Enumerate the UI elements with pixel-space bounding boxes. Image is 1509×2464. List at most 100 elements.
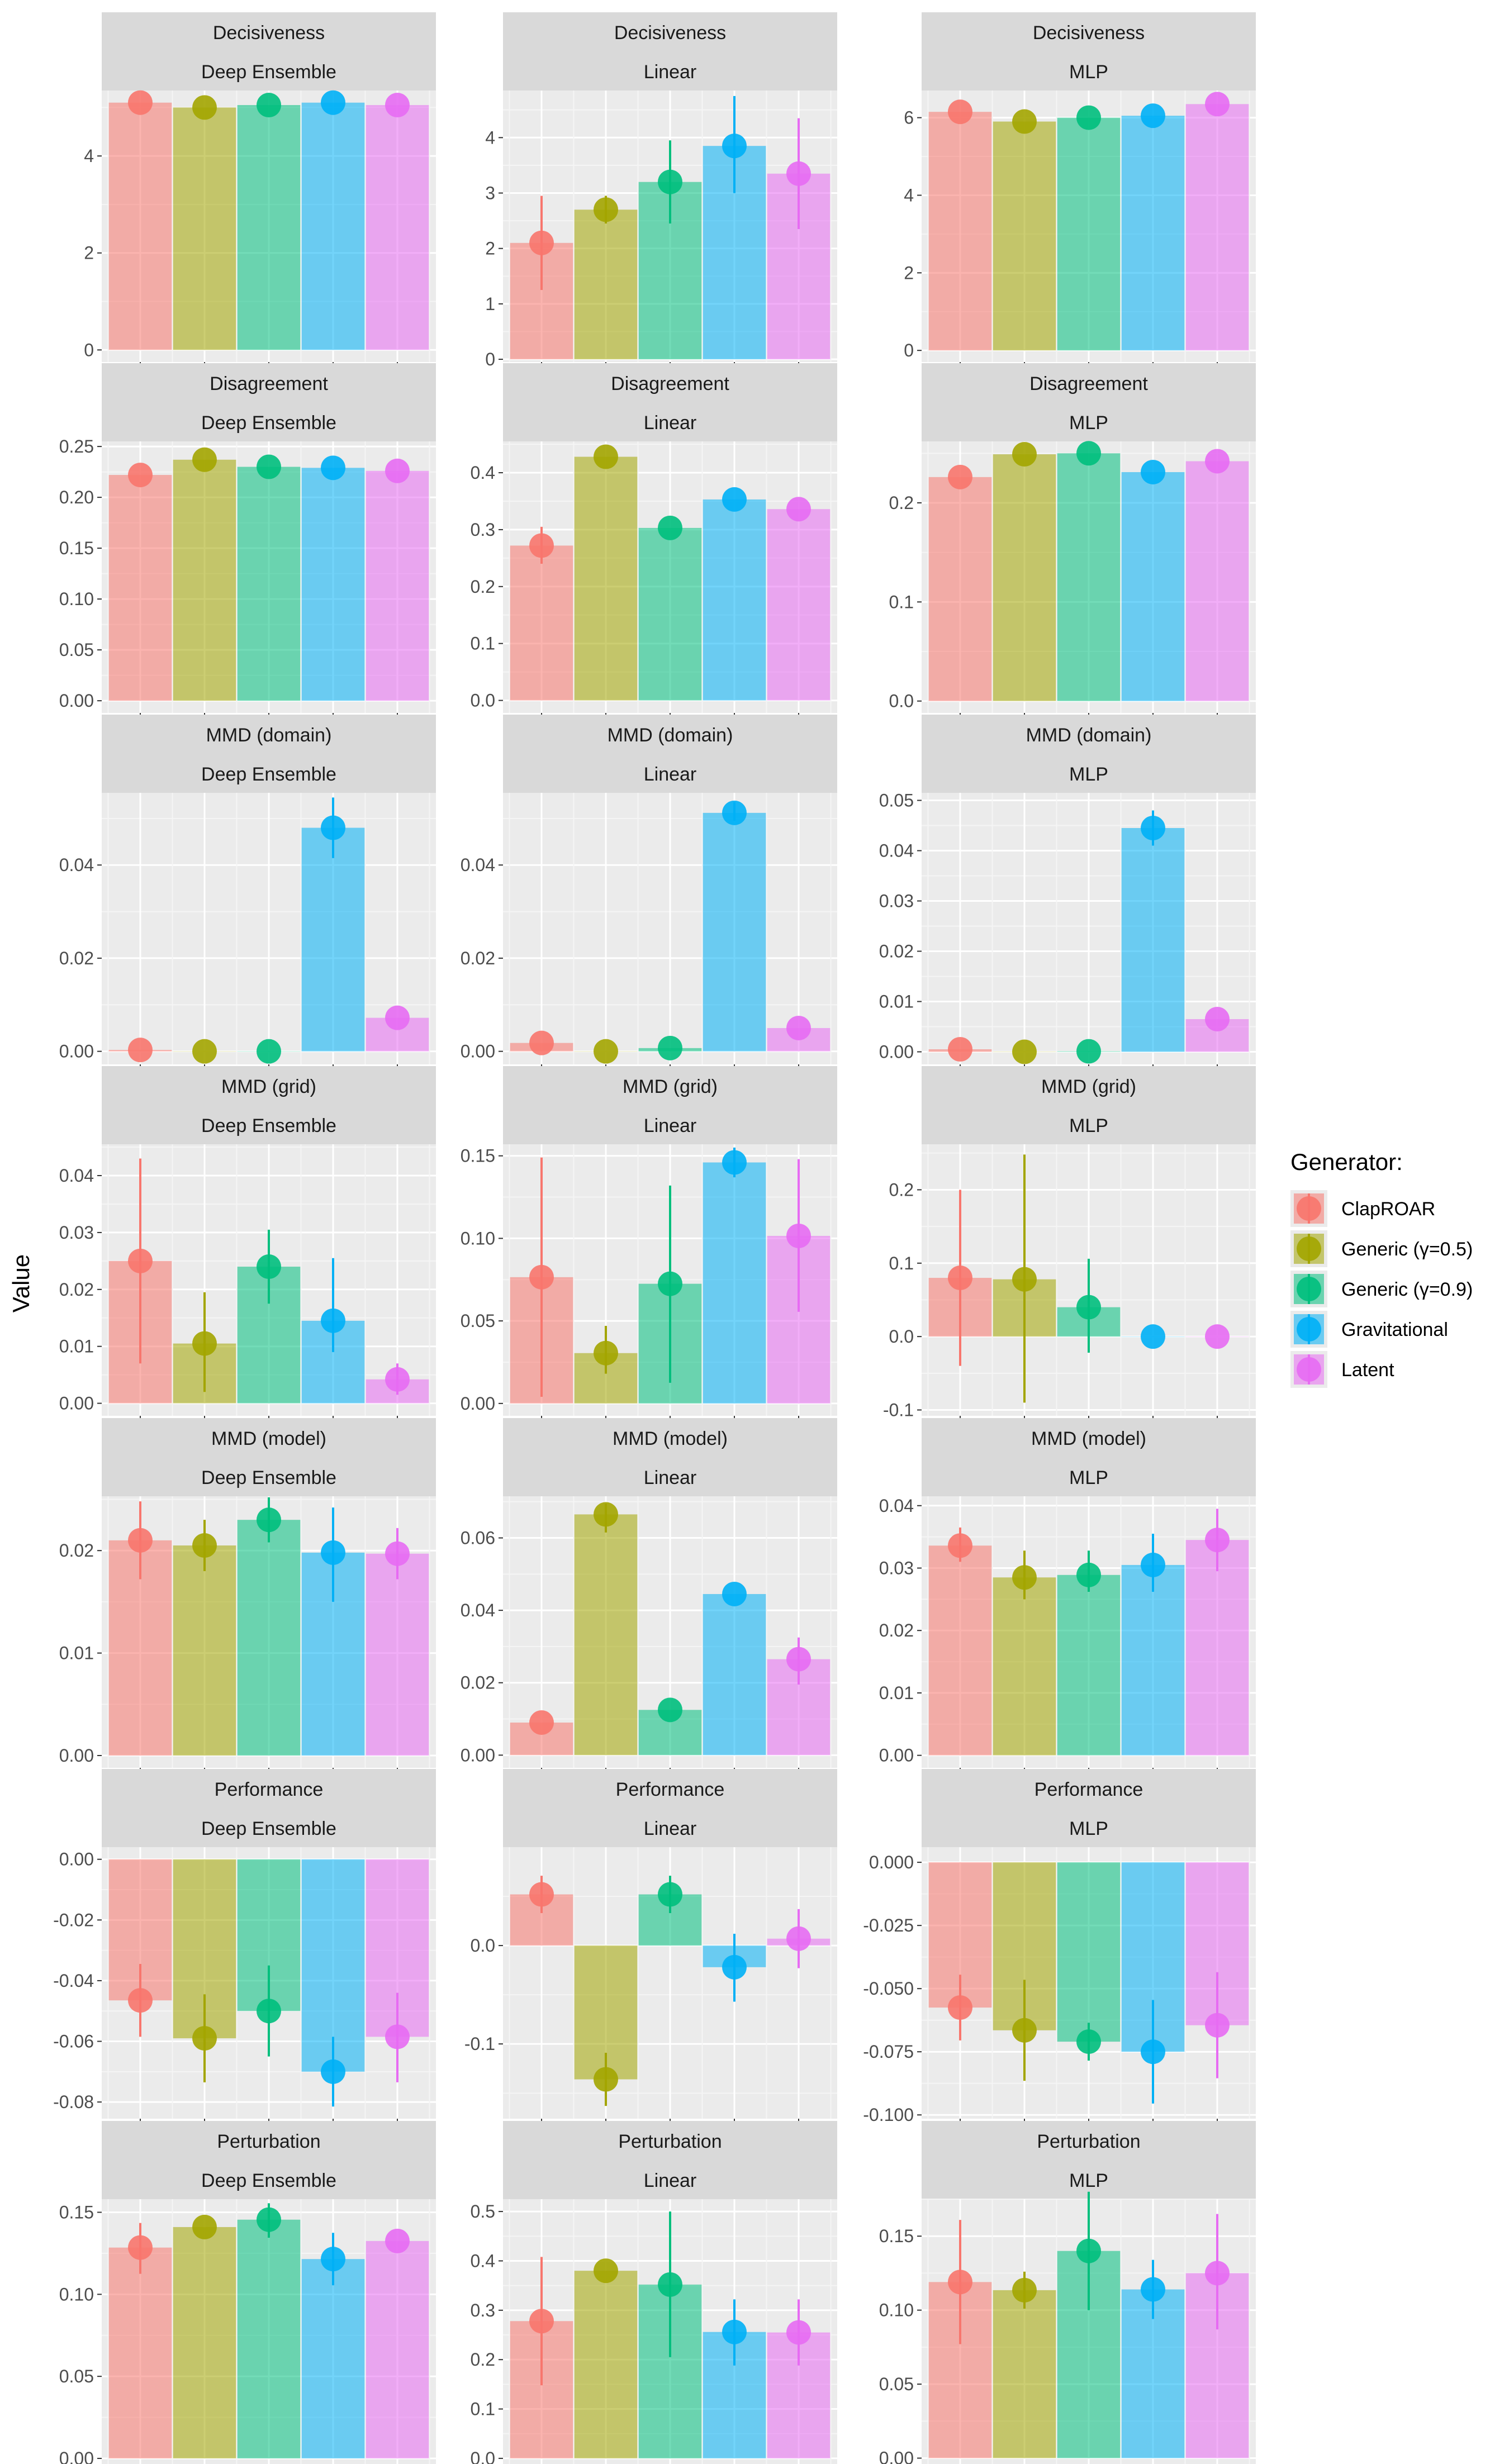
panel-mmd-model-linear: MMD (model) Linear 0.00 0.02 0.04 0.06 — [461, 1418, 837, 1772]
bar-generic-0-5 — [993, 121, 1056, 351]
point-generic-0-5 — [594, 2258, 618, 2284]
strip-mmd-domain-mlp — [922, 715, 1256, 793]
y-tick-label: 0.2 — [471, 577, 495, 597]
y-tick-label: -0.025 — [863, 1915, 914, 1935]
point-gravitational — [321, 90, 345, 115]
point-claproar — [128, 90, 153, 115]
bar-gravitational — [1121, 828, 1185, 1052]
point-gravitational — [321, 1540, 345, 1565]
strip-model-label: Deep Ensemble — [201, 764, 336, 785]
strip-metric-label: Decisiveness — [213, 22, 325, 44]
point-claproar — [948, 464, 972, 489]
strip-model-label: MLP — [1069, 764, 1108, 785]
point-latent — [1205, 2013, 1230, 2038]
panel-decisiveness-linear: Decisiveness Linear 0 1 2 3 4 — [485, 12, 837, 369]
strip-perturbation-deep-ensemble — [102, 2121, 436, 2199]
y-tick-label: 0.04 — [461, 1600, 495, 1620]
y-tick-label: 0.4 — [471, 463, 495, 483]
point-gravitational — [722, 134, 747, 159]
bar-generic-0-9 — [1057, 453, 1121, 701]
y-tick-label: 0.2 — [471, 2349, 495, 2370]
point-claproar — [128, 2235, 153, 2260]
y-tick-label: 0.00 — [59, 1393, 94, 1414]
y-tick-label: 0.05 — [879, 2374, 914, 2394]
y-tick-label: 0.00 — [461, 1745, 495, 1765]
point-claproar — [948, 1995, 972, 2020]
strip-model-label: Linear — [644, 1818, 697, 1839]
bar-generic-0-5 — [993, 2290, 1056, 2458]
y-tick-label: 2 — [84, 243, 94, 263]
panel-mmd-grid-linear: MMD (grid) Linear 0.00 0.05 0.10 0.15 — [461, 1066, 837, 1420]
strip-metric-label: Decisiveness — [1033, 22, 1145, 44]
point-generic-0-9 — [658, 1697, 682, 1723]
bar-gravitational — [301, 102, 365, 350]
y-tick-label: 0.05 — [59, 640, 94, 660]
strip-metric-label: MMD (grid) — [1041, 1076, 1136, 1097]
point-latent — [786, 1015, 811, 1040]
bar-claproar — [108, 2247, 172, 2458]
point-generic-0-5 — [1012, 1267, 1037, 1292]
strip-decisiveness-deep-ensemble — [102, 12, 436, 91]
strip-metric-label: Perturbation — [217, 2131, 320, 2152]
y-tick-label: 0.3 — [471, 520, 495, 540]
strip-disagreement-linear — [503, 363, 837, 441]
y-tick-label: 3 — [485, 183, 495, 203]
y-tick-label: 0.00 — [59, 1041, 94, 1062]
strip-model-label: MLP — [1069, 1115, 1108, 1136]
strip-decisiveness-mlp — [922, 12, 1256, 91]
bar-generic-0-5 — [574, 456, 638, 701]
point-generic-0-5 — [192, 1533, 217, 1558]
y-tick-label: 0.10 — [879, 2300, 914, 2320]
y-tick-label: 0.03 — [59, 1223, 94, 1243]
strip-performance-linear — [503, 1769, 837, 1847]
strip-model-label: MLP — [1069, 2170, 1108, 2191]
y-tick-label: 0.02 — [59, 1540, 94, 1561]
panel-perturbation-linear: Perturbation Linear 0.0 0.1 0.2 0.3 0.4 0.5 — [471, 2121, 837, 2464]
point-generic-0-5 — [192, 1039, 217, 1064]
bar-gravitational — [301, 1859, 365, 2072]
point-generic-0-5 — [192, 2214, 217, 2239]
point-generic-0-9 — [1076, 1562, 1101, 1587]
y-tick-label: 0.2 — [889, 1179, 914, 1200]
y-tick-label: 0.1 — [889, 1253, 914, 1273]
y-tick-label: 0.15 — [59, 538, 94, 558]
point-claproar — [948, 1037, 972, 1062]
point-claproar — [529, 1882, 554, 1907]
point-claproar — [529, 533, 554, 558]
strip-metric-label: Perturbation — [1037, 2131, 1140, 2152]
point-claproar — [128, 1528, 153, 1553]
point-latent — [1205, 1528, 1230, 1553]
bar-generic-0-5 — [993, 1577, 1056, 1756]
legend-label: Generic (γ=0.5) — [1341, 1239, 1473, 1260]
y-tick-label: 0.0 — [471, 1935, 495, 1956]
y-tick-label: 0.04 — [879, 1496, 914, 1516]
y-tick-label: 0.25 — [59, 436, 94, 456]
strip-model-label: Deep Ensemble — [201, 412, 336, 434]
y-tick-label: 0.01 — [59, 1336, 94, 1357]
y-tick-label: 0.00 — [59, 1745, 94, 1766]
panel-performance-mlp: Performance MLP 0.000 -0.025 -0.050 -0.075 -0.… — [863, 1769, 1256, 2125]
bar-claproar — [928, 1545, 992, 1756]
point-generic-0-9 — [1076, 1039, 1101, 1064]
point-generic-0-9 — [257, 2207, 281, 2232]
point-gravitational — [722, 487, 747, 512]
strip-model-label: Deep Ensemble — [201, 1467, 336, 1488]
point-latent — [385, 1005, 410, 1030]
panel-perturbation-mlp: Perturbation MLP 0.00 0.05 0.10 0.15 — [879, 2121, 1256, 2464]
strip-model-label: MLP — [1069, 1467, 1108, 1488]
point-generic-0-9 — [257, 1999, 281, 2024]
legend-item-generic-0-9: Generic (γ=0.9) — [1290, 1271, 1473, 1307]
point-gravitational — [1141, 459, 1165, 484]
point-generic-0-5 — [1012, 1565, 1037, 1590]
strip-model-label: Deep Ensemble — [201, 1818, 336, 1839]
y-tick-label: 0.0 — [471, 2448, 495, 2464]
y-tick-label: 0.02 — [59, 948, 94, 968]
point-latent — [385, 2024, 410, 2049]
strip-model-label: Deep Ensemble — [201, 2170, 336, 2191]
y-tick-label: 0.000 — [869, 1852, 914, 1872]
point-generic-0-9 — [1076, 2029, 1101, 2054]
strip-mmd-model-mlp — [922, 1418, 1256, 1496]
strip-model-label: Linear — [644, 1115, 697, 1136]
bar-generic-0-5 — [173, 1545, 236, 1756]
